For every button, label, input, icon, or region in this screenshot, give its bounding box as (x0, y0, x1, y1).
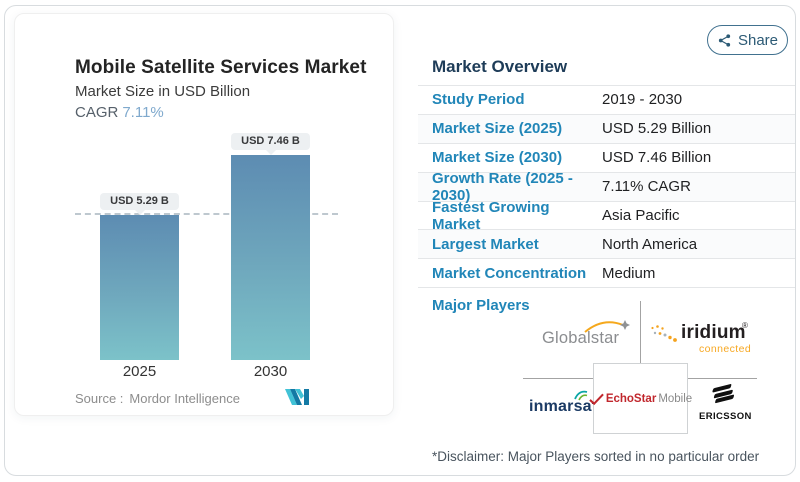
chart-card: Mobile Satellite Services Market Market … (14, 13, 394, 416)
source-attribution: Source : Mordor Intelligence (75, 391, 240, 406)
table-row-growth-rate: Growth Rate (2025 - 2030) 7.11% CAGR (418, 169, 795, 204)
share-button[interactable]: Share (707, 25, 788, 55)
row-value: 2019 - 2030 (602, 91, 683, 109)
player-grid-divider-vertical (640, 301, 641, 363)
globalstar-swoosh-icon (584, 320, 630, 333)
globalstar-wordmark: Globalstar (542, 329, 620, 347)
iridium-registered-mark: ® (742, 321, 748, 330)
inmarsat-logo: inmarsat (529, 389, 597, 415)
bar-value-tooltip-2025: USD 5.29 B (100, 193, 179, 215)
table-row-market-size-2030: Market Size (2030) USD 7.46 Billion (418, 144, 795, 173)
disclaimer-text: *Disclaimer: Major Players sorted in no … (432, 449, 760, 464)
table-row-market-concentration: Market Concentration Medium (418, 259, 795, 289)
echostar-mobile-logo: EchoStar Mobile (589, 363, 692, 434)
baseline-dashed-line (75, 213, 338, 215)
row-label: Largest Market (432, 235, 539, 253)
row-value: 7.11% CAGR (602, 178, 691, 196)
table-row-largest-market: Largest Market North America (418, 230, 795, 260)
echostar-check-icon (589, 393, 604, 405)
mordor-intelligence-logo-icon (285, 389, 309, 410)
cagr-label: CAGR (75, 104, 119, 121)
row-value: Medium (602, 264, 656, 282)
ericsson-logo: ERICSSON (699, 383, 752, 428)
overview-table: Study Period 2019 - 2030 Market Size (20… (418, 85, 795, 289)
ericsson-bars-icon (711, 383, 734, 405)
iridium-dots-icon (651, 325, 677, 342)
overview-heading: Market Overview (432, 57, 568, 76)
share-icon (718, 33, 731, 47)
player-grid-divider-horizontal-left (523, 378, 593, 379)
row-value: Asia Pacific (602, 207, 680, 224)
row-label: Market Size (2025) (432, 120, 563, 138)
iridium-connected-tagline: connected (699, 343, 752, 355)
x-axis-label-2025: 2025 (122, 363, 157, 380)
share-button-label: Share (737, 31, 779, 49)
row-value: North America (602, 235, 698, 253)
source-label: Source : (75, 391, 124, 406)
echostar-wordmark: EchoStar (605, 392, 657, 405)
bar-2025[interactable] (100, 215, 179, 360)
ericsson-wordmark: ERICSSON (699, 410, 752, 422)
row-label: Study Period (432, 91, 525, 109)
player-grid-divider-horizontal-right (688, 378, 757, 379)
globalstar-logo: Globalstar (539, 318, 635, 347)
iridium-wordmark: iridium (681, 322, 746, 343)
cagr-value: 7.11% (122, 104, 164, 121)
inmarsat-swoosh-icon (574, 390, 588, 401)
table-row-fastest-growing-market: Fastest Growing Market Asia Pacific (418, 198, 795, 233)
row-label: Market Concentration (432, 264, 587, 282)
chart-title: Mobile Satellite Services Market (75, 57, 367, 78)
bar-value-tooltip-2030: USD 7.46 B (231, 133, 310, 155)
report-frame: Mobile Satellite Services Market Market … (4, 5, 796, 476)
row-label: Market Size (2030) (432, 149, 563, 167)
chart-cagr: CAGR 7.11% (75, 104, 164, 121)
row-label: Growth Rate (2025 - 2030) (432, 169, 573, 204)
row-label: Fastest Growing Market (432, 198, 550, 233)
iridium-logo: iridium ® connected (650, 321, 752, 355)
bar-2030[interactable] (231, 155, 310, 360)
source-value: Mordor Intelligence (129, 391, 240, 406)
table-row-market-size-2025: Market Size (2025) USD 5.29 Billion (418, 114, 795, 144)
inmarsat-wordmark: inmarsat (529, 398, 598, 415)
major-players-label: Major Players (432, 297, 530, 314)
table-row-study-period: Study Period 2019 - 2030 (418, 86, 795, 115)
x-axis-label-2030: 2030 (253, 363, 288, 380)
row-value: USD 7.46 Billion (602, 149, 712, 167)
row-value: USD 5.29 Billion (602, 120, 712, 138)
chart-subtitle: Market Size in USD Billion (75, 83, 251, 100)
echostar-mobile-suffix: Mobile (658, 392, 693, 405)
